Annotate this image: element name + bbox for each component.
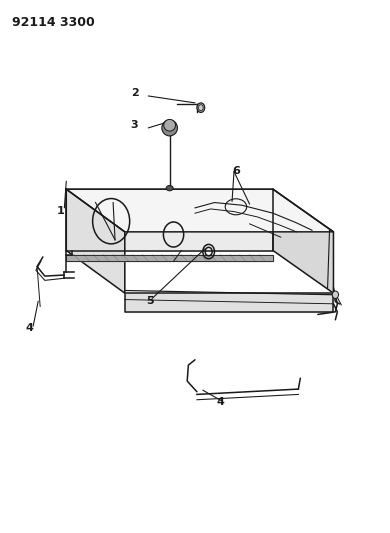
Text: 1: 1: [57, 206, 64, 215]
Polygon shape: [125, 293, 333, 312]
Ellipse shape: [162, 120, 177, 136]
Polygon shape: [66, 189, 125, 293]
Ellipse shape: [166, 185, 173, 191]
Ellipse shape: [197, 103, 205, 112]
Text: 2: 2: [131, 88, 138, 98]
Text: 92114 3300: 92114 3300: [12, 16, 94, 29]
Ellipse shape: [199, 104, 203, 110]
Text: 3: 3: [131, 120, 138, 130]
Text: 4: 4: [216, 398, 224, 407]
Ellipse shape: [332, 291, 339, 298]
Text: 4: 4: [25, 323, 33, 333]
Polygon shape: [273, 189, 333, 293]
Ellipse shape: [164, 119, 176, 131]
Polygon shape: [66, 255, 273, 261]
Polygon shape: [66, 189, 273, 251]
Text: 5: 5: [146, 296, 154, 306]
Text: 6: 6: [232, 166, 240, 175]
Polygon shape: [66, 189, 333, 232]
